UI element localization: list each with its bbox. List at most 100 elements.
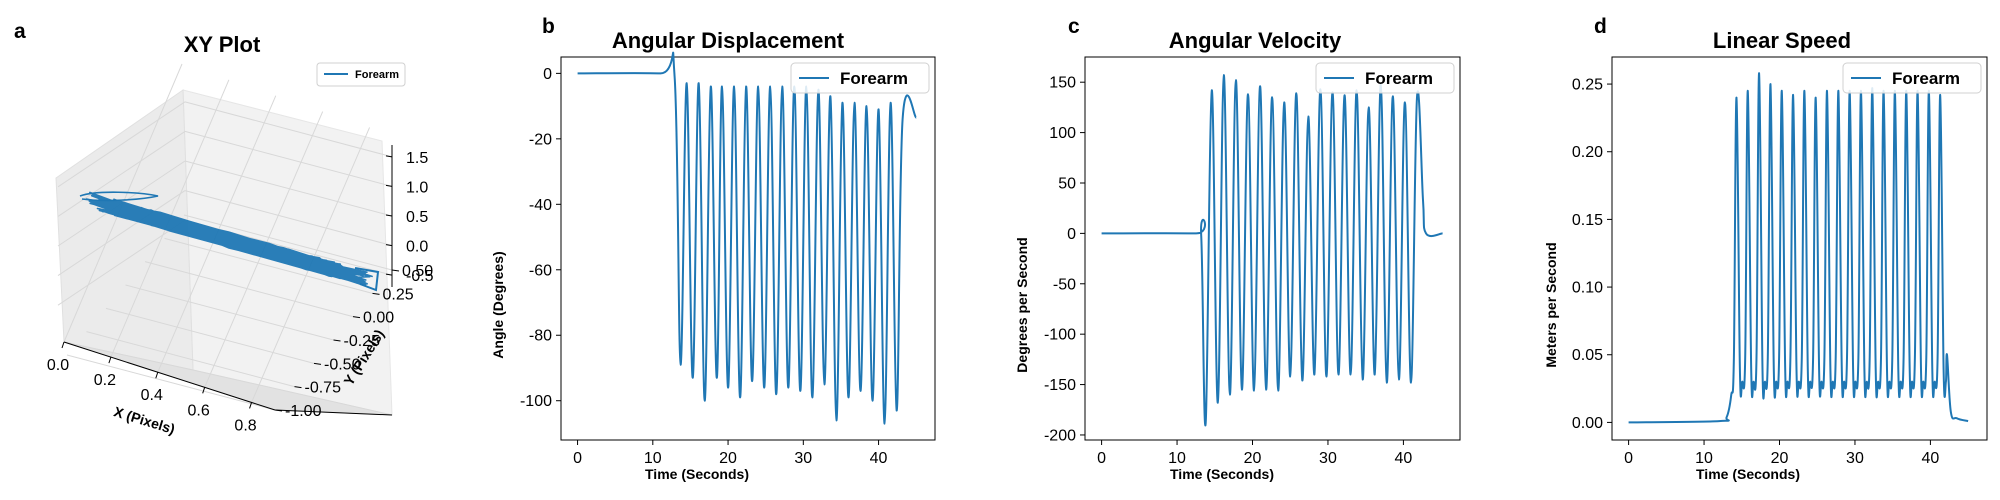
y-tick-mark-a (391, 269, 400, 272)
x-tick-label-a: 0.0 (47, 357, 69, 374)
grid-line-y (183, 214, 393, 271)
y-tick-label-a: -0.50 (324, 356, 361, 373)
series-forearm-3d-trace (79, 191, 380, 292)
grid-line-z (57, 190, 186, 276)
y-tick-label-d: 0.00 (1572, 415, 1603, 432)
x-tick-mark-a (155, 372, 159, 379)
x-axis-label-d: Time (Seconds) (1696, 466, 1800, 482)
x-tick-mark-a (108, 356, 112, 364)
y-tick-label-a: -0.25 (344, 333, 381, 350)
y-tick-label-d: 0.20 (1572, 144, 1603, 161)
y-tick-mark-a (333, 339, 341, 342)
y-tick-label-a: -1.00 (285, 403, 322, 420)
panel-letter-d: d (1594, 15, 1607, 38)
z-tick-label-a: 1.0 (406, 179, 428, 196)
grid-line-z (184, 160, 393, 217)
grid-line-z (57, 101, 186, 188)
x-tick-label-d: 0 (1624, 450, 1633, 467)
y-tick-label-c: -100 (1044, 327, 1076, 344)
x-tick-label-d: 30 (1846, 450, 1864, 467)
z-tick-mark-a (385, 184, 393, 187)
x-tick-label-c: 10 (1168, 450, 1186, 467)
y-tick-label-b: -40 (529, 197, 552, 214)
y-tick-label-b: -60 (529, 262, 552, 279)
z-tick-label-a: 0.0 (406, 239, 428, 256)
x-tick-mark-a (249, 402, 253, 409)
x-tick-label-c: 20 (1244, 450, 1262, 467)
x-tick-label-b: 10 (644, 450, 662, 467)
z-tick-label-a: 1.5 (406, 150, 428, 167)
y-tick-mark-a (294, 386, 302, 389)
chart-title-a: XY Plot (184, 32, 261, 57)
x-axis-label-a: X (Pixels) (112, 403, 177, 437)
series-forearm-tip-a (354, 267, 380, 292)
series-forearm-line-c (1101, 74, 1443, 427)
x-tick-label-c: 0 (1097, 450, 1106, 467)
x-axis-label-b: Time (Seconds) (645, 466, 749, 482)
y-axis-label-b: Angle (Degrees) (490, 251, 506, 358)
z-tick-mark-a (385, 273, 393, 276)
legend-box-c (1315, 62, 1455, 94)
y-tick-mark-a (372, 292, 380, 295)
y-tick-label-c: 100 (1049, 125, 1076, 142)
y-tick-label-c: 150 (1049, 75, 1076, 92)
x-tick-label-c: 30 (1319, 450, 1337, 467)
y-tick-label-a: 0.50 (402, 263, 433, 280)
grid-line-y (125, 284, 334, 341)
y-tick-label-b: -20 (529, 131, 552, 148)
x-tick-label-d: 20 (1771, 450, 1789, 467)
plot-frame-b (560, 56, 936, 441)
z-tick-label-a: -0.5 (406, 268, 434, 285)
y-tick-label-a: 0.25 (383, 286, 414, 303)
panel-b: b Angular Displacement Time (Seconds) An… (490, 15, 936, 482)
legend-box-b (790, 62, 930, 94)
x-tick-label-c: 40 (1395, 450, 1413, 467)
chart-title-d: Linear Speed (1713, 28, 1851, 53)
y-tick-label-d: 0.15 (1572, 212, 1603, 229)
legend-box-d (1842, 62, 1982, 94)
panel-letter-c: c (1068, 15, 1080, 38)
y-tick-mark-a (313, 362, 322, 365)
ticks-a: 0.0 0.2 0.4 0.6 0.8 -1.00 -0.75 -0.50 -0.25 0.00 0… (47, 150, 434, 435)
series-forearm-line-d (1628, 72, 1969, 424)
y-tick-mark-a (274, 409, 283, 412)
series-forearm-loop-a (79, 191, 159, 202)
grid-line-z (184, 190, 393, 247)
grid-line-y (105, 307, 315, 364)
legend-label-b: Forearm (840, 69, 908, 88)
x-tick-label-a: 0.8 (234, 417, 256, 434)
grid-line-z (57, 219, 186, 306)
x-tick-label-b: 30 (794, 450, 812, 467)
y-axis-label-c: Degrees per Second (1014, 237, 1030, 372)
grid-line-z (57, 131, 186, 217)
legend-box-a (316, 62, 406, 87)
y-axis-label-d: Meters per Second (1543, 242, 1559, 367)
x-tick-label-d: 40 (1922, 450, 1940, 467)
y-tick-label-b: -80 (529, 328, 552, 345)
y-tick-label-b: -100 (520, 393, 552, 410)
y-tick-label-a: 0.00 (363, 310, 394, 327)
plot-frame-c (1084, 56, 1461, 441)
x-axis-label-c: Time (Seconds) (1170, 466, 1274, 482)
x-tick-label-a: 0.2 (94, 372, 116, 389)
panel-c: c Angular Velocity Time (Seconds) Degree… (1014, 15, 1461, 482)
z-tick-mark-a (385, 155, 393, 158)
y-tick-label-d: 0.25 (1572, 77, 1603, 94)
grid-line-y (86, 331, 295, 388)
y-tick-mark-a (352, 316, 361, 319)
grid-line-y (66, 354, 276, 411)
y-tick-label-c: -200 (1044, 427, 1076, 444)
panel-letter-b: b (542, 15, 555, 38)
z-tick-mark-a (385, 214, 393, 217)
x-tick-label-b: 0 (573, 450, 582, 467)
panel-a: a XY Plot 0.00.20.40.60.8-1.00-0.75-0.50… (14, 20, 434, 437)
grid-line-z (184, 130, 393, 187)
x-tick-mark-a (202, 387, 206, 394)
y-axis-line-a (274, 409, 393, 416)
y-tick-label-c: -150 (1044, 377, 1076, 394)
chart-title-b: Angular Displacement (612, 28, 845, 53)
y-tick-label-c: 50 (1058, 175, 1076, 192)
legend-label-c: Forearm (1365, 69, 1433, 88)
x-tick-label-b: 40 (870, 450, 888, 467)
